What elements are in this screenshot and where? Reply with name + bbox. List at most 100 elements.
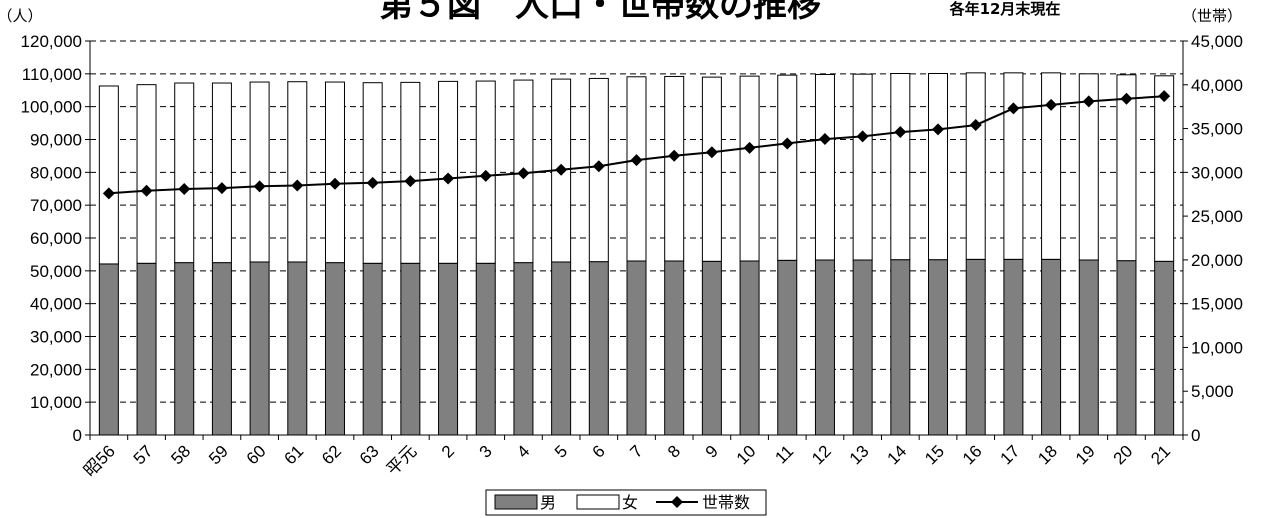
household-point <box>856 130 869 143</box>
bar-female <box>852 73 873 261</box>
bars-group <box>98 72 1175 436</box>
x-tick-label: 6 <box>589 442 609 462</box>
x-tick-label: 平元 <box>383 442 420 479</box>
bar-female <box>928 73 949 261</box>
left-tick-label: 120,000 <box>21 32 82 51</box>
bar-male <box>400 262 421 436</box>
x-tick-label: 58 <box>167 442 194 469</box>
bar-female <box>777 74 798 261</box>
right-tick-label: 30,000 <box>1191 163 1243 182</box>
x-tick-label: 2 <box>438 442 458 462</box>
bar-female <box>814 73 835 261</box>
legend-label-household: 世帯数 <box>702 493 750 512</box>
bar-female <box>136 84 157 264</box>
x-tick-label: 14 <box>884 442 911 469</box>
bar-female <box>174 82 195 264</box>
household-point <box>366 176 379 189</box>
legend: 男 女 世帯数 <box>485 489 767 516</box>
household-point <box>969 119 982 132</box>
bar-male <box>513 262 534 436</box>
legend-marker-household <box>671 496 683 508</box>
bar-male <box>626 260 647 436</box>
bar-male <box>588 261 609 436</box>
x-tick-label: 18 <box>1034 442 1061 469</box>
bar-male <box>136 262 157 436</box>
bar-male <box>324 262 345 436</box>
bar-male <box>98 263 119 436</box>
bar-female <box>1078 73 1099 261</box>
bar-female <box>1154 75 1175 262</box>
x-tick-label: 60 <box>243 442 270 469</box>
right-tick-label: 15,000 <box>1191 295 1243 314</box>
bar-female <box>664 75 685 262</box>
household-point <box>705 146 718 159</box>
left-tick-label: 40,000 <box>30 295 82 314</box>
x-tick-label: 13 <box>846 442 873 469</box>
bar-female <box>1116 74 1137 262</box>
right-axis-ticks: 0 5,000 10,000 15,000 20,000 25,000 30,000 35,0… <box>1183 32 1243 445</box>
household-point <box>328 177 341 190</box>
left-tick-label: 110,000 <box>22 65 82 84</box>
left-tick-label: 50,000 <box>30 262 82 281</box>
legend-swatch-female <box>576 494 620 510</box>
bar-male <box>211 262 232 436</box>
gridlines <box>90 40 1183 403</box>
bar-male <box>174 262 195 436</box>
x-tick-label: 20 <box>1110 442 1137 469</box>
bar-male <box>1116 260 1137 436</box>
bar-female <box>739 75 760 262</box>
bar-female <box>287 81 308 263</box>
x-tick-label: 3 <box>476 442 496 462</box>
x-tick-label: 17 <box>997 442 1024 469</box>
bar-male <box>777 259 798 436</box>
left-tick-label: 30,000 <box>30 328 82 347</box>
right-tick-label: 20,000 <box>1191 251 1243 270</box>
household-point <box>555 163 568 176</box>
household-point <box>291 179 304 192</box>
household-point <box>1045 98 1058 111</box>
x-tick-label: 21 <box>1147 442 1174 469</box>
right-axis-unit: （世帯） <box>1182 7 1242 25</box>
x-tick-label: 57 <box>130 442 157 469</box>
x-tick-label: 9 <box>702 442 722 462</box>
household-point <box>102 187 115 200</box>
bar-male <box>1041 258 1062 436</box>
bar-male <box>287 261 308 436</box>
legend-label-female: 女 <box>622 493 638 512</box>
household-point <box>404 175 417 188</box>
legend-label-male: 男 <box>540 493 556 512</box>
bar-female <box>626 76 647 262</box>
right-tick-label: 25,000 <box>1191 207 1243 226</box>
x-tick-label: 5 <box>551 442 571 462</box>
bar-male <box>664 260 685 436</box>
right-tick-label: 0 <box>1191 426 1200 445</box>
left-axis-ticks: 0 10,000 20,000 30,000 40,000 50,000 60,000 70,… <box>21 32 90 445</box>
household-point <box>253 180 266 193</box>
x-tick-label: 59 <box>205 442 232 469</box>
household-point <box>140 184 153 197</box>
x-tick-label: 63 <box>356 442 383 469</box>
household-point <box>215 182 228 195</box>
household-point <box>1120 92 1133 105</box>
bar-female <box>400 81 421 264</box>
household-point <box>932 123 945 136</box>
x-tick-label: 10 <box>733 442 760 469</box>
x-tick-label: 16 <box>959 442 986 469</box>
right-tick-label: 45,000 <box>1191 32 1243 51</box>
household-point <box>894 126 907 139</box>
household-point <box>1158 90 1171 103</box>
bar-female <box>249 81 270 263</box>
bar-female <box>1041 72 1062 260</box>
household-point <box>743 141 756 154</box>
x-tick-label: 4 <box>513 442 533 462</box>
x-tick-label: 15 <box>921 442 948 469</box>
x-tick-label: 11 <box>771 442 797 468</box>
bar-female <box>965 72 986 260</box>
left-axis-unit: （人） <box>0 7 43 25</box>
right-tick-label: 5,000 <box>1191 382 1234 401</box>
left-tick-label: 90,000 <box>30 131 82 150</box>
bar-female <box>438 80 459 264</box>
bar-female <box>324 81 345 264</box>
bar-male <box>551 261 572 436</box>
